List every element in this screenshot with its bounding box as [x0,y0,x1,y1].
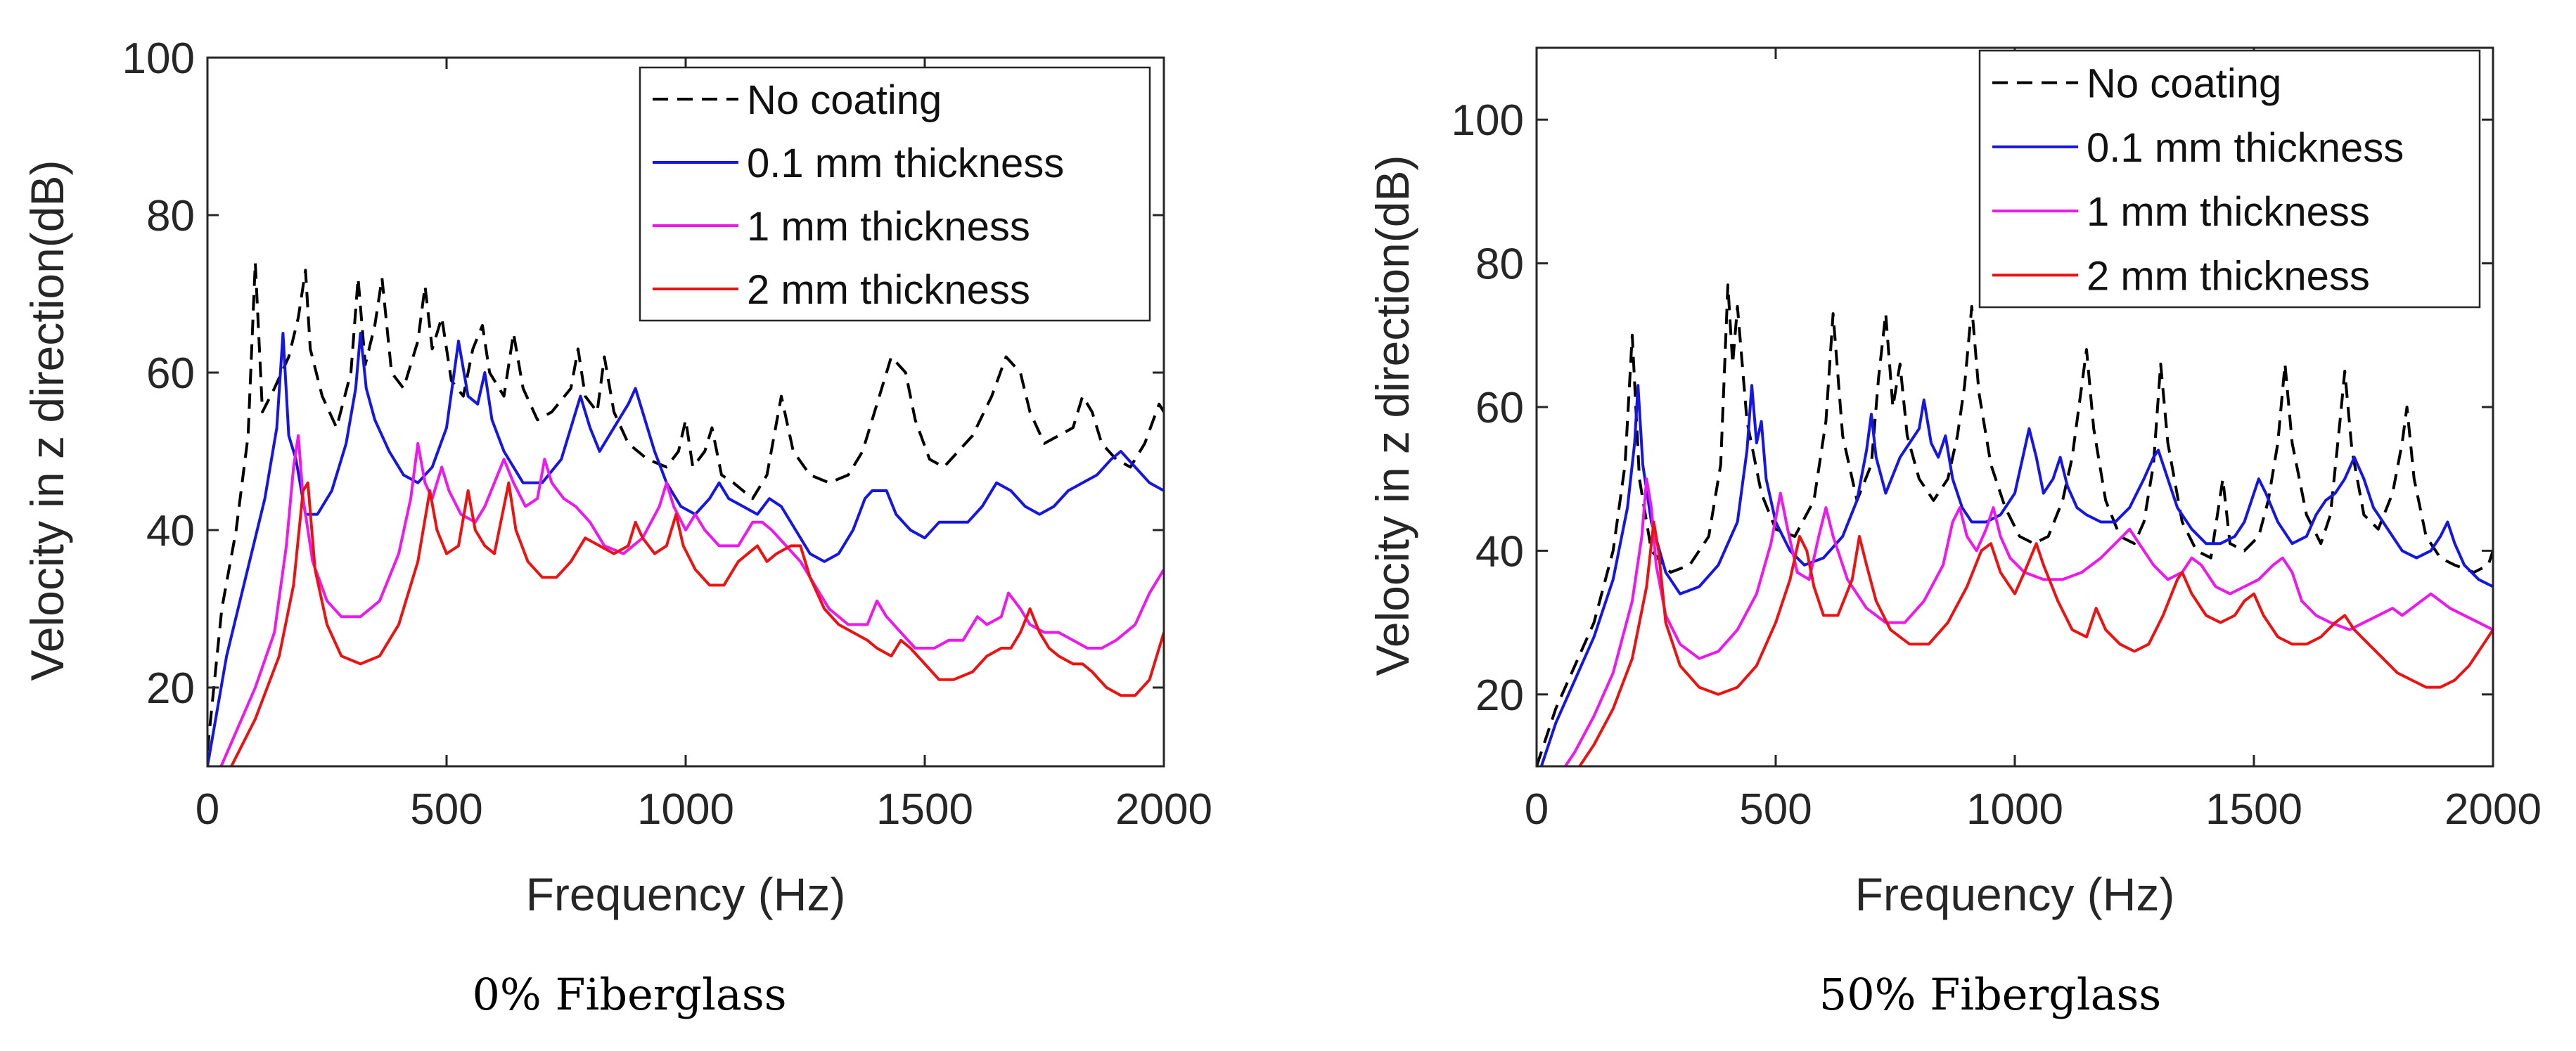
y-tick-label: 100 [122,34,195,83]
legend-label-1: 0.1 mm thickness [747,141,1064,186]
x-axis-label: Frequency (Hz) [1855,868,2175,920]
series-line-2 [219,434,1164,766]
legend-box [639,66,1151,322]
legend-label-1: 0.1 mm thickness [2087,125,2404,171]
x-tick-label: 2000 [2444,785,2542,834]
y-tick-label: 40 [1475,527,1524,576]
y-tick-label: 20 [1475,671,1524,720]
series-line-3 [1577,520,2493,766]
series-group [207,261,1164,766]
series-group [1537,283,2493,766]
x-tick-label: 500 [410,785,482,834]
x-tick-label: 0 [1525,785,1549,834]
x-axis-label: Frequency (Hz) [526,868,846,920]
y-tick-label: 80 [146,192,195,240]
series-line-1 [1539,384,2493,766]
y-axis-label: Velocity in z direction(dB) [1366,155,1418,676]
legend-label-0: No coating [2087,61,2281,107]
y-tick-label: 40 [146,507,195,555]
y-tick-label: 100 [1452,96,1524,145]
series-line-2 [1563,477,2493,766]
panel-caption-right: 50% Fiberglass [1819,969,2162,1020]
x-tick-label: 0 [196,785,219,834]
legend-label-0: No coating [747,77,942,123]
legend: No coating 0.1 mm thickness 1 mm thickness… [1978,49,2481,309]
legend-label-2: 1 mm thickness [747,204,1030,250]
y-tick-label: 20 [146,664,195,713]
x-tick-label: 1500 [2205,785,2302,834]
series-line-0 [1537,283,2493,766]
series-line-0 [207,261,1164,751]
legend-label-3: 2 mm thickness [747,267,1030,313]
panel-caption-left: 0% Fiberglass [472,969,787,1020]
chart-panel-0: 0 500 1000 1500 2000 20 40 60 80 100 Frequency (Hz… [21,34,1212,920]
chart-panel-1: 0 500 1000 1500 2000 20 40 60 80 100 Frequency (Hz… [1366,46,2542,920]
y-tick-label: 60 [146,349,195,398]
series-line-1 [207,332,1164,766]
x-tick-label: 1000 [637,785,734,834]
legend-box [1978,49,2481,309]
x-tick-label: 1500 [876,785,973,834]
x-tick-label: 1000 [1966,785,2063,834]
legend-label-2: 1 mm thickness [2087,189,2370,235]
legend-label-3: 2 mm thickness [2087,253,2370,299]
legend: No coating 0.1 mm thickness 1 mm thickness… [639,66,1151,322]
y-axis-label: Velocity in z direction(dB) [21,160,73,681]
series-line-3 [229,481,1164,766]
y-tick-label: 60 [1475,384,1524,432]
x-tick-label: 500 [1739,785,1812,834]
x-tick-label: 2000 [1115,785,1212,834]
y-tick-label: 80 [1475,240,1524,289]
